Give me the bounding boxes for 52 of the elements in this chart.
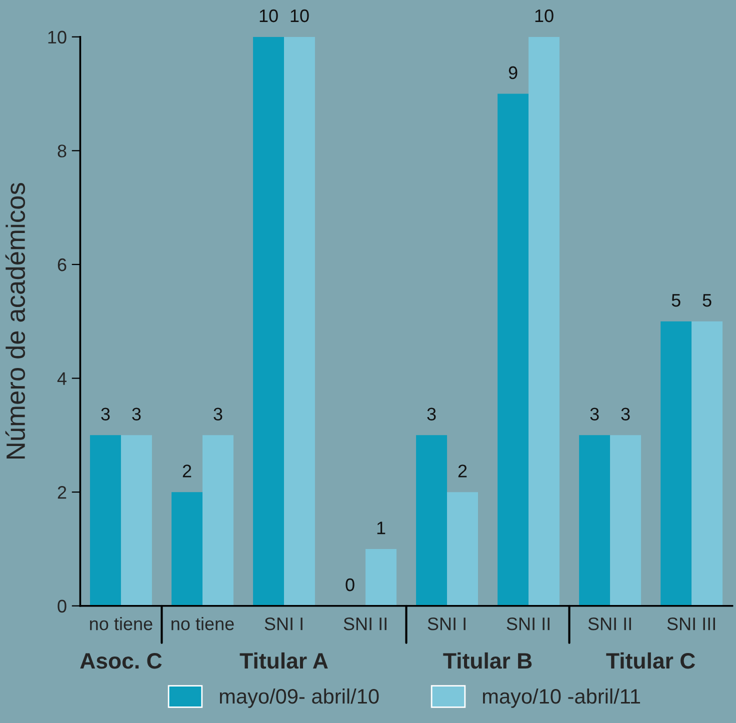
bar <box>202 435 234 606</box>
y-tick-label: 8 <box>58 144 66 158</box>
x-tick-label: SNI II <box>588 617 631 630</box>
bar <box>120 435 152 606</box>
data-label: 5 <box>702 294 712 307</box>
x-tick-label: SNI II <box>506 617 550 630</box>
bar <box>498 94 529 606</box>
bar <box>692 321 723 606</box>
bar <box>579 435 610 606</box>
x-tick-label: SNI III <box>667 617 715 630</box>
text: Titular A <box>240 652 328 669</box>
bar <box>172 492 202 606</box>
x-tick-label: SNI I <box>264 617 302 630</box>
bar <box>284 36 315 606</box>
bar <box>366 548 396 606</box>
x-tick-label: SNI I <box>428 617 466 630</box>
x-tick-label: SNI II <box>344 617 386 630</box>
bar <box>528 36 560 606</box>
y-tick-label: 2 <box>58 486 66 499</box>
y-tick-label: 4 <box>57 372 66 385</box>
x-tick-label: no tiene <box>172 616 234 630</box>
data-label: 3 <box>590 408 599 420</box>
bar <box>447 492 478 606</box>
text: Asoc. C <box>80 653 162 669</box>
data-label: 10 <box>260 9 278 22</box>
data-label: 0 <box>346 578 354 592</box>
bar <box>253 36 284 606</box>
y-tick-label: 0 <box>58 600 66 613</box>
data-label: 3 <box>427 408 436 420</box>
data-label: 3 <box>621 408 630 420</box>
data-label: 2 <box>458 464 467 478</box>
bar <box>90 435 121 606</box>
y-tick-label: 10 <box>48 30 66 44</box>
data-label: 1 <box>377 522 386 534</box>
data-label: 9 <box>508 66 518 80</box>
text: Titular C <box>606 652 696 669</box>
y-axis-title: Número de académicos <box>5 182 26 459</box>
bar <box>610 435 642 606</box>
data-label: 2 <box>182 464 192 478</box>
data-label: 3 <box>132 408 141 420</box>
data-label: 3 <box>101 408 110 420</box>
legend-label: mayo/10 -abril/11 <box>482 688 640 708</box>
text: Titular B <box>443 652 532 669</box>
bar <box>660 321 692 606</box>
bar <box>416 435 448 606</box>
data-label: 10 <box>290 9 309 22</box>
data-label: 5 <box>672 294 680 307</box>
x-tick-label: no tiene <box>90 616 152 630</box>
data-label: 10 <box>535 9 554 22</box>
data-label: 3 <box>214 408 222 420</box>
y-tick-label: 6 <box>58 258 66 272</box>
legend-label: mayo/09- abril/10 <box>220 688 379 708</box>
